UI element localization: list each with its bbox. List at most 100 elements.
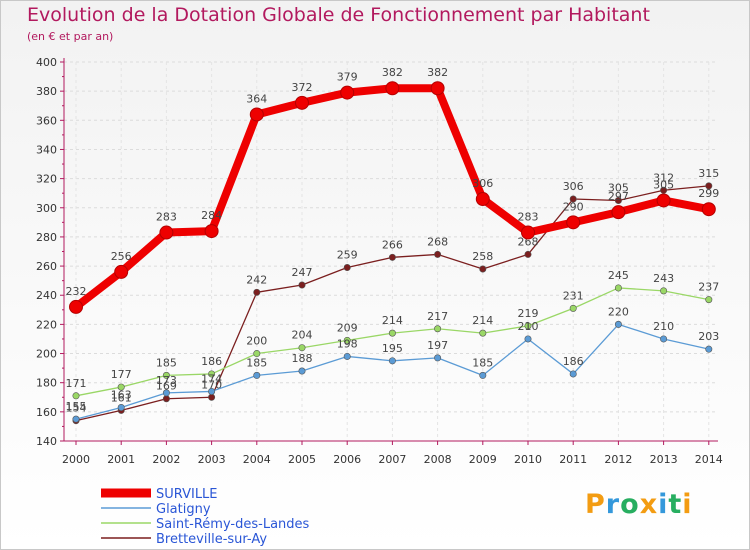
y-tick-label: 200 — [36, 348, 57, 361]
data-point-saint-remy-des-landes — [162, 371, 170, 379]
data-point-saint-remy-des-landes — [298, 344, 306, 352]
y-tick-label: 400 — [36, 56, 57, 69]
legend-label-saint-remy-des-landes: Saint-Rémy-des-Landes — [156, 517, 310, 532]
data-point-bretteville-sur-ay — [614, 196, 622, 204]
data-label-surville: 379 — [337, 71, 358, 84]
data-point-glatigny — [253, 371, 261, 379]
data-point-surville — [295, 95, 309, 110]
proxiti-logo: Proxiti — [585, 489, 693, 520]
data-point-surville — [340, 85, 355, 100]
y-tick-label: 160 — [36, 406, 57, 419]
data-point-saint-remy-des-landes — [117, 383, 125, 391]
y-tick-label: 380 — [36, 85, 57, 98]
data-label-saint-remy-des-landes: 200 — [246, 335, 267, 348]
data-label-glatigny: 195 — [382, 342, 403, 355]
data-label-glatigny: 174 — [201, 372, 222, 385]
data-point-bretteville-sur-ay — [388, 253, 396, 261]
x-tick-label: 2008 — [424, 453, 452, 466]
y-tick-label: 140 — [36, 435, 57, 448]
data-point-surville — [475, 192, 490, 207]
data-point-surville — [159, 225, 174, 240]
data-label-saint-remy-des-landes: 204 — [292, 329, 313, 342]
x-tick-label: 2005 — [288, 453, 316, 466]
data-label-surville: 283 — [156, 211, 177, 224]
legend-label-surville: SURVILLE — [156, 487, 218, 502]
data-label-saint-remy-des-landes: 177 — [111, 368, 132, 381]
data-label-saint-remy-des-landes: 209 — [337, 321, 358, 334]
x-tick-label: 2009 — [469, 453, 497, 466]
y-tick-label: 280 — [36, 231, 57, 244]
y-tick-label: 320 — [36, 173, 57, 186]
data-label-surville: 364 — [246, 92, 267, 105]
logo-letter: i — [682, 489, 693, 520]
data-point-saint-remy-des-landes — [569, 304, 577, 312]
data-point-saint-remy-des-landes — [208, 370, 216, 378]
data-label-surville: 382 — [382, 66, 403, 79]
logo-letter: t — [668, 489, 683, 520]
data-label-bretteville-sur-ay: 315 — [698, 167, 719, 180]
data-point-glatigny — [524, 335, 532, 343]
data-label-bretteville-sur-ay: 170 — [201, 378, 222, 391]
data-label-surville: 299 — [698, 187, 719, 200]
data-label-surville: 232 — [66, 285, 87, 298]
data-label-bretteville-sur-ay: 161 — [111, 391, 132, 404]
data-point-surville — [611, 205, 626, 220]
data-label-bretteville-sur-ay: 266 — [382, 238, 403, 251]
data-point-bretteville-sur-ay — [569, 195, 577, 203]
data-point-bretteville-sur-ay — [660, 186, 668, 194]
data-label-bretteville-sur-ay: 306 — [563, 180, 584, 193]
data-label-bretteville-sur-ay: 305 — [608, 181, 629, 194]
data-label-glatigny: 173 — [156, 374, 177, 387]
data-point-bretteville-sur-ay — [434, 250, 442, 258]
y-tick-label: 300 — [36, 202, 57, 215]
data-point-glatigny — [343, 352, 351, 360]
logo-letter: r — [605, 489, 621, 520]
data-label-bretteville-sur-ay: 258 — [472, 250, 493, 263]
data-label-bretteville-sur-ay: 268 — [427, 235, 448, 248]
y-tick-label: 360 — [36, 114, 57, 127]
data-label-glatigny: 155 — [66, 400, 87, 413]
data-label-surville: 284 — [201, 209, 222, 222]
data-point-surville — [69, 299, 83, 314]
data-label-surville: 290 — [563, 200, 584, 213]
y-tick-label: 180 — [36, 377, 57, 390]
data-label-saint-remy-des-landes: 237 — [698, 281, 719, 294]
legend-label-glatigny: Glatigny — [156, 502, 211, 517]
data-point-bretteville-sur-ay — [208, 393, 216, 401]
data-label-saint-remy-des-landes: 186 — [201, 355, 222, 368]
data-label-surville: 372 — [292, 81, 313, 94]
x-tick-label: 2014 — [695, 453, 723, 466]
data-point-glatigny — [162, 389, 170, 397]
data-point-glatigny — [614, 320, 622, 328]
x-tick-label: 2001 — [107, 453, 135, 466]
data-label-glatigny: 163 — [111, 388, 132, 401]
logo-letter: P — [585, 489, 606, 520]
data-label-glatigny: 188 — [292, 352, 313, 365]
chart-subtitle: (en € et par an) — [27, 30, 114, 43]
data-point-surville — [430, 81, 445, 96]
data-label-saint-remy-des-landes: 219 — [518, 307, 539, 320]
data-point-bretteville-sur-ay — [705, 182, 713, 190]
data-label-bretteville-sur-ay: 242 — [246, 273, 267, 286]
data-point-glatigny — [72, 415, 80, 423]
data-point-saint-remy-des-landes — [253, 350, 261, 358]
data-point-saint-remy-des-landes — [705, 296, 713, 304]
data-point-saint-remy-des-landes — [343, 336, 351, 344]
x-tick-label: 2012 — [604, 453, 632, 466]
data-label-surville: 305 — [653, 178, 674, 191]
data-point-glatigny — [298, 367, 306, 375]
data-point-glatigny — [434, 354, 442, 362]
data-point-glatigny — [117, 403, 125, 411]
data-label-glatigny: 220 — [608, 305, 629, 318]
data-point-surville — [566, 215, 581, 230]
data-label-surville: 382 — [427, 66, 448, 79]
data-label-bretteville-sur-ay: 268 — [518, 235, 539, 248]
data-point-saint-remy-des-landes — [479, 329, 487, 337]
data-point-bretteville-sur-ay — [343, 264, 351, 272]
data-point-surville — [701, 202, 716, 217]
data-point-surville — [114, 264, 129, 279]
data-point-glatigny — [569, 370, 577, 378]
data-point-surville — [385, 81, 400, 96]
data-label-saint-remy-des-landes: 214 — [382, 314, 403, 327]
